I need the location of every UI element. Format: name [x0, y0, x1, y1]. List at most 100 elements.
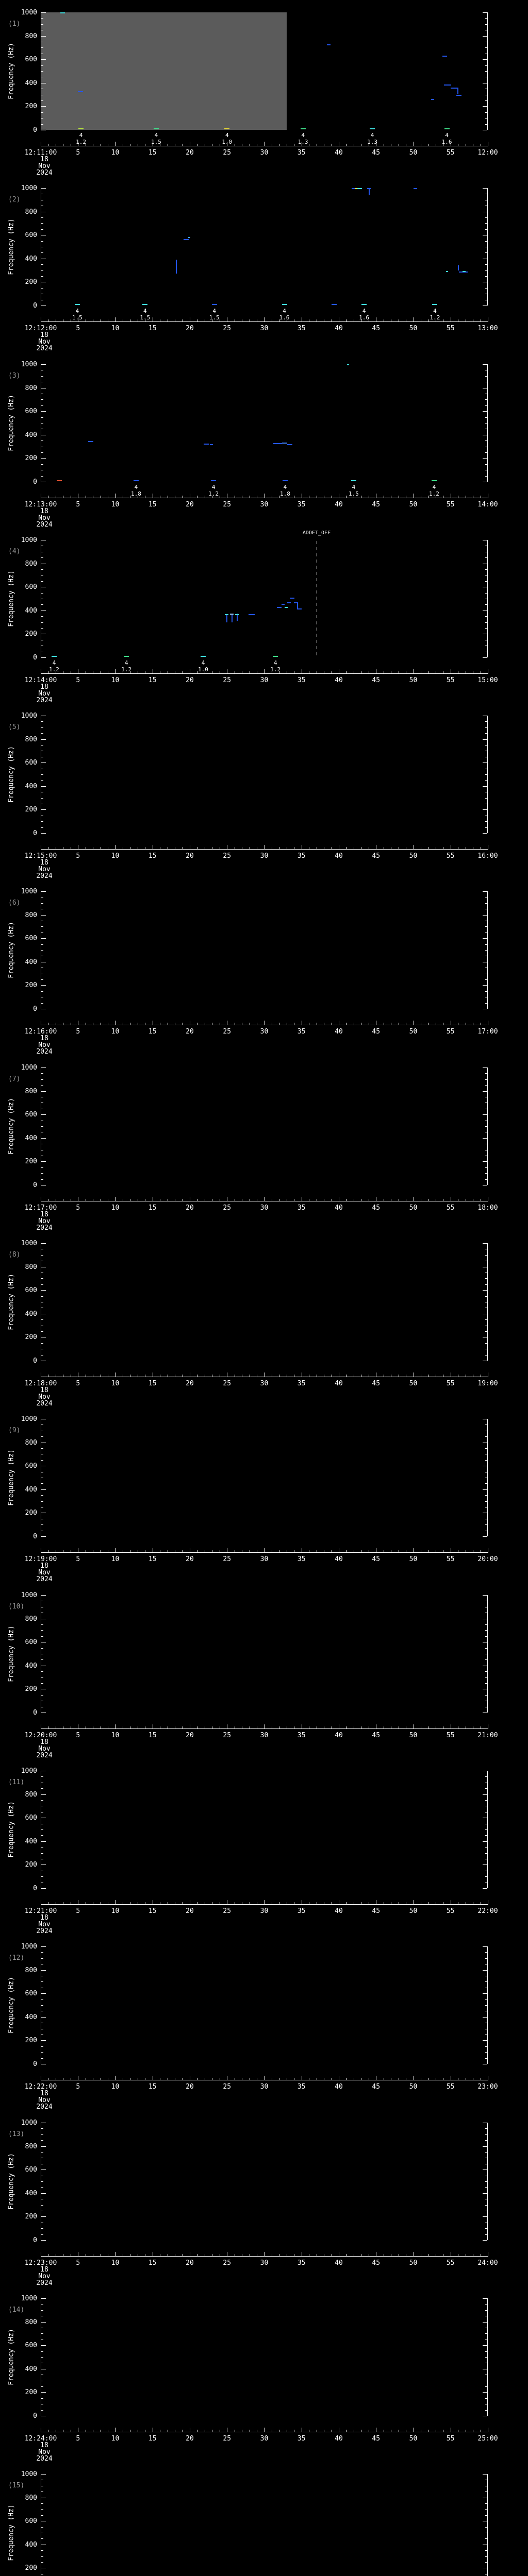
- panel-number-label: (10): [8, 1603, 25, 1611]
- y-tick-label: 400: [25, 2190, 37, 2197]
- y-tick: [483, 2345, 487, 2346]
- y-tick-label: 1000: [21, 1064, 37, 1072]
- y-tick: [41, 2040, 46, 2041]
- y-tick: [41, 774, 43, 775]
- y-tick: [41, 557, 43, 558]
- x-tick-label: 5: [76, 1732, 80, 1739]
- x-tick-label: 55: [446, 149, 455, 157]
- spectrogram-panel: 0 200 400 600 800 1000 Frequency (Hz) (14) 5 10 15…: [0, 2286, 528, 2462]
- y-tick: [485, 1788, 487, 1789]
- x-tick-label: 40: [335, 1555, 343, 1563]
- x-tick-label: 30: [260, 1732, 269, 1739]
- panel-number-label: (9): [8, 1427, 21, 1434]
- x-tick-label: 40: [335, 2435, 343, 2443]
- x-tick-label: 20: [186, 1732, 194, 1739]
- event-dash: [370, 128, 375, 129]
- y-tick: [483, 411, 487, 412]
- x-axis: [41, 321, 488, 322]
- event-dash: [361, 304, 367, 305]
- x-tick-label: 35: [297, 1732, 306, 1739]
- x-tick-label: 10: [111, 1028, 120, 1036]
- y-tick-label: 400: [25, 607, 37, 615]
- y-tick: [41, 1343, 43, 1344]
- x-tick-label: 35: [297, 676, 306, 684]
- y-tick: [41, 2234, 43, 2235]
- y-tick: [485, 557, 487, 558]
- spectrum-mark: [235, 614, 239, 615]
- y-tick: [41, 2392, 46, 2393]
- axis-date-line: Nov: [38, 1393, 51, 1401]
- x-tick-label: 55: [446, 2259, 455, 2267]
- x-tick-label: 30: [260, 1028, 269, 1036]
- y-tick: [41, 1952, 43, 1953]
- axis-date-line: 2024: [36, 2455, 53, 2463]
- y-tick: [485, 622, 487, 623]
- y-tick: [483, 1243, 487, 1244]
- axis-date-line: 2024: [36, 2279, 53, 2287]
- y-tick-label: 0: [33, 1005, 37, 1013]
- x-tick-label: 10: [111, 2435, 120, 2443]
- y-tick: [41, 1999, 43, 2000]
- x-tick-label: 45: [372, 501, 381, 509]
- y-tick: [485, 1853, 487, 1854]
- y-tick: [483, 762, 487, 763]
- y-tick: [41, 1290, 46, 1291]
- y-tick: [483, 985, 487, 986]
- event-value-label: 1.8: [280, 490, 290, 497]
- axis-date-line: 2024: [36, 1575, 53, 1583]
- axis-start-time-label: 12:17:00: [24, 1204, 57, 1212]
- y-tick: [41, 2228, 43, 2229]
- event-count-label: 4: [52, 659, 56, 666]
- y-tick: [485, 1331, 487, 1332]
- y-tick: [483, 2392, 487, 2393]
- y-tick: [485, 464, 487, 465]
- x-tick-label: 55: [446, 1732, 455, 1739]
- y-tick-label: 600: [25, 1638, 37, 1646]
- y-tick: [41, 780, 43, 781]
- y-tick: [483, 1595, 487, 1596]
- y-axis-right: [487, 12, 488, 130]
- y-tick-label: 800: [25, 384, 37, 392]
- y-tick: [485, 721, 487, 722]
- spectrogram-panel: 0 200 400 600 800 1000 Frequency (Hz) (5) 5 10 15 2…: [0, 703, 528, 879]
- y-tick: [485, 1829, 487, 1830]
- event-dash: [301, 128, 306, 129]
- y-tick: [41, 1888, 46, 1889]
- x-tick-label: 35: [297, 1204, 306, 1212]
- y-tick: [41, 2128, 43, 2129]
- y-tick: [41, 1630, 43, 1631]
- y-tick: [41, 2046, 43, 2047]
- y-tick: [485, 1847, 487, 1848]
- x-tick-label: 20: [186, 149, 194, 157]
- y-tick: [485, 1167, 487, 1168]
- y-tick: [485, 944, 487, 945]
- y-tick: [41, 2345, 46, 2346]
- axis-end-time-label: 23:00: [477, 2083, 498, 2091]
- x-tick-label: 45: [372, 2083, 381, 2091]
- y-tick: [41, 2556, 43, 2557]
- y-tick: [41, 2017, 46, 2018]
- y-tick: [485, 2550, 487, 2551]
- y-tick-label: 600: [25, 935, 37, 942]
- y-tick-label: 400: [25, 783, 37, 790]
- event-value-label: 1.0: [198, 666, 208, 673]
- y-axis-right: [487, 2298, 488, 2416]
- y-tick: [41, 1648, 43, 1649]
- y-tick-label: 800: [25, 911, 37, 919]
- x-tick-label: 15: [148, 1907, 157, 1915]
- y-tick: [41, 944, 43, 945]
- spectrum-mark: [277, 607, 282, 608]
- y-tick: [485, 1659, 487, 1660]
- x-tick-label: 25: [223, 325, 232, 332]
- event-value-label: 1.2: [429, 490, 439, 497]
- y-tick: [41, 2310, 43, 2311]
- y-tick-label: 800: [25, 2494, 37, 2502]
- panel-number-label: (12): [8, 1954, 25, 1962]
- y-tick-label: 800: [25, 32, 37, 40]
- x-tick-label: 5: [76, 2259, 80, 2267]
- y-tick: [41, 721, 43, 722]
- y-tick-label: 400: [25, 255, 37, 263]
- spectrum-mark: [226, 614, 227, 622]
- x-tick-label: 20: [186, 1380, 194, 1387]
